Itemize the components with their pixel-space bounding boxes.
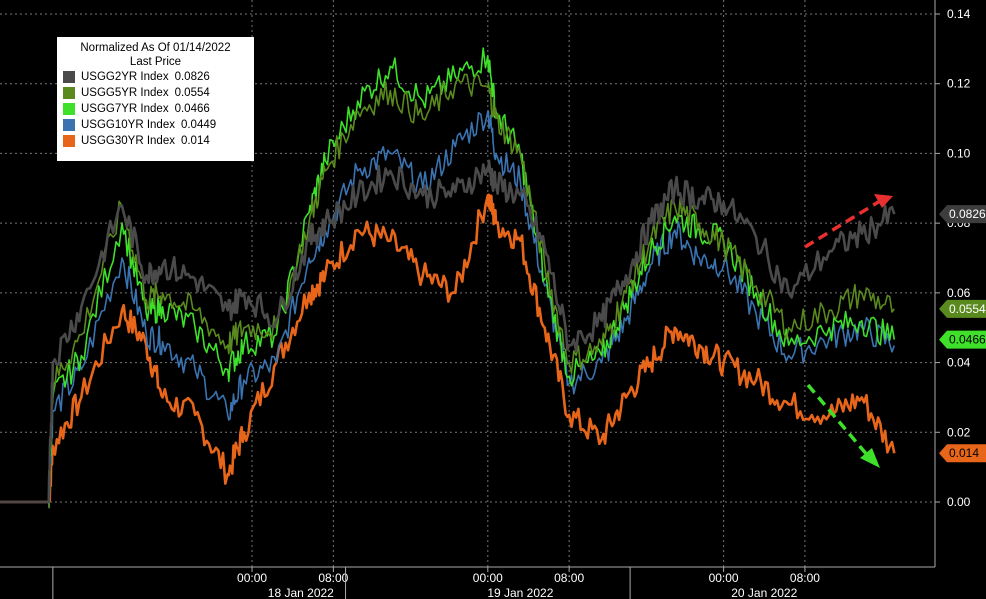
legend-subtitle: Last Price [129, 56, 182, 68]
legend-item: USGG2YR Index 0.0826 [63, 69, 248, 85]
series-line [0, 47, 896, 503]
legend: Normalized As Of 01/14/2022 Last Price U… [57, 37, 254, 161]
legend-item: USGG5YR Index 0.0554 [63, 85, 248, 101]
price-tag [939, 299, 986, 318]
legend-series-name: USGG7YR Index [81, 103, 169, 115]
legend-series-name: USGG10YR Index [81, 119, 175, 131]
x-tick-label: 08:00 [554, 571, 584, 585]
series-line [0, 73, 895, 509]
legend-item: USGG7YR Index 0.0466 [63, 101, 248, 117]
green-arrowhead-icon [860, 448, 880, 468]
series-line [0, 193, 896, 504]
legend-swatch [63, 71, 75, 83]
price-tag-label: 0.014 [949, 446, 979, 460]
y-tick-label: 0.12 [947, 77, 971, 91]
red-arrowhead-icon [874, 194, 893, 208]
x-tick-label: 00:00 [237, 571, 267, 585]
y-tick-label: 0.04 [947, 356, 971, 370]
legend-item: USGG10YR Index 0.0449 [63, 117, 248, 133]
legend-series-name: USGG2YR Index [81, 71, 169, 83]
price-tag-label: 0.0826 [949, 207, 986, 221]
legend-series-value: 0.014 [180, 135, 210, 147]
red-uptrend-arrow [804, 199, 881, 249]
last-price-tags: 0.0826 0.0554 0.0466 0.014 [939, 205, 986, 463]
legend-item: USGG30YR Index 0.014 [63, 133, 248, 149]
y-tick-label: 0.00 [947, 495, 971, 509]
price-tag-label: 0.0554 [949, 302, 986, 316]
legend-series-value: 0.0554 [174, 87, 210, 99]
y-tick-label: 0.02 [947, 425, 971, 439]
x-tick-label: 00:00 [473, 571, 503, 585]
legend-title: Normalized As Of 01/14/2022 [80, 42, 231, 54]
y-tick-label: 0.10 [947, 146, 971, 160]
x-day-label: 18 Jan 2022 [268, 586, 334, 599]
legend-series-name: USGG30YR Index [81, 135, 175, 147]
legend-series-value: 0.0466 [174, 103, 210, 115]
y-axis: 0.000.020.040.060.080.100.120.14 [934, 0, 971, 567]
legend-swatch [63, 87, 75, 99]
x-tick-label: 08:00 [790, 571, 820, 585]
x-day-label: 19 Jan 2022 [487, 586, 553, 599]
legend-series-value: 0.0826 [174, 71, 210, 83]
x-day-label: 20 Jan 2022 [731, 586, 797, 599]
series-line [0, 159, 896, 504]
legend-swatch [63, 135, 75, 147]
y-tick-label: 0.06 [947, 286, 971, 300]
x-tick-label: 00:00 [709, 571, 739, 585]
legend-swatch [63, 103, 75, 115]
price-tag [939, 205, 986, 224]
trend-arrows [804, 194, 893, 468]
price-tag [939, 330, 986, 349]
series-lines [0, 47, 896, 509]
price-tag-label: 0.0466 [949, 333, 986, 347]
y-tick-label: 0.14 [947, 7, 971, 21]
legend-swatch [63, 119, 75, 131]
price-tag [939, 444, 986, 463]
series-line [0, 110, 896, 509]
legend-series-name: USGG5YR Index [81, 87, 169, 99]
legend-series-value: 0.0449 [180, 119, 217, 131]
x-tick-label: 08:00 [318, 571, 348, 585]
